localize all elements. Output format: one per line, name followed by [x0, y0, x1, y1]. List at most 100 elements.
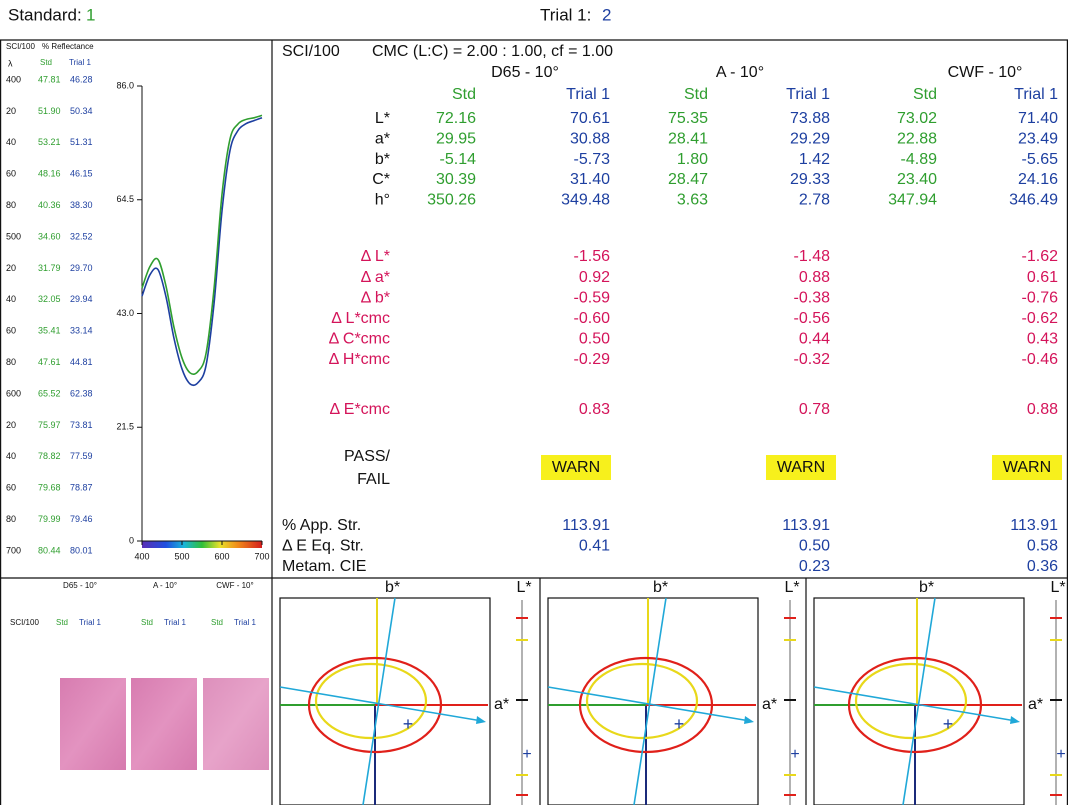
standard-label: Standard:	[8, 5, 82, 24]
delta-value: -0.59	[574, 289, 611, 306]
x-tick-label: 600	[214, 551, 229, 561]
mode: SCI/100	[6, 42, 35, 51]
row-label: a*	[375, 131, 390, 148]
trial-curve	[142, 118, 262, 386]
de-value: 0.88	[1027, 401, 1058, 418]
y-tick-label: 0	[129, 535, 134, 545]
delta-value: -0.32	[794, 351, 831, 368]
pass-fail-label: FAIL	[357, 471, 390, 488]
std-value: 34.60	[38, 231, 61, 241]
value: 31.40	[570, 171, 610, 188]
plot-axis-label: L*	[1050, 579, 1065, 596]
col-header: Std	[913, 86, 937, 103]
value: -5.73	[574, 151, 611, 168]
delta-value: -1.56	[574, 248, 611, 265]
mode: SCI/100	[282, 43, 340, 60]
value: 29.29	[790, 131, 830, 148]
value: 30.39	[436, 171, 476, 188]
y-tick-label: 86.0	[116, 80, 134, 90]
wavelength: 20	[6, 263, 16, 273]
sample-illuminant: CWF - 10°	[216, 581, 253, 590]
delta-value: 0.44	[799, 331, 830, 348]
value: 349.48	[561, 191, 610, 208]
trial-value: 51.31	[70, 137, 93, 147]
x-tick-label: 500	[174, 551, 189, 561]
swatches	[60, 678, 269, 770]
sample-header: Std	[56, 618, 68, 627]
delta-value: 0.61	[1027, 269, 1058, 286]
de-value: 0.83	[579, 401, 610, 418]
x-tick-label: 700	[254, 551, 269, 561]
pass-fail-label: PASS/	[344, 448, 391, 465]
std-curve	[142, 115, 262, 374]
illuminant: D65 - 10°	[491, 64, 559, 81]
std-value: 75.97	[38, 420, 61, 430]
wavelength: 400	[6, 74, 21, 84]
strength-value: 0.41	[579, 538, 610, 555]
l-marker: +	[1056, 746, 1065, 763]
strength-value: 113.91	[1010, 517, 1058, 534]
l-marker: +	[522, 746, 531, 763]
sample-illuminant: D65 - 10°	[63, 581, 97, 590]
std-value: 79.68	[38, 483, 61, 493]
delta-label: Δ b*	[361, 289, 390, 306]
std-value: 51.90	[38, 106, 61, 116]
illuminant: CWF - 10°	[948, 64, 1023, 81]
col-header: Trial 1	[1014, 86, 1058, 103]
pass-fail-value: WARN	[777, 459, 825, 476]
value: 75.35	[668, 110, 708, 127]
std-value: 35.41	[38, 326, 61, 336]
strength-label: Δ E Eq. Str.	[282, 538, 364, 555]
delta-value: -0.29	[574, 351, 611, 368]
sample-header: Trial 1	[79, 618, 101, 627]
pass-fail-value: WARN	[552, 459, 600, 476]
col-header: Std	[40, 58, 52, 67]
plot-axis-label: a*	[762, 696, 777, 713]
strength-label: Metam. CIE	[282, 558, 366, 575]
row-label: C*	[372, 171, 390, 188]
delta-value: -0.60	[574, 310, 611, 327]
plot-axis-label: b*	[919, 579, 934, 596]
plot-axis-label: a*	[1028, 696, 1043, 713]
value: -5.65	[1022, 151, 1059, 168]
sample-illuminant: A - 10°	[153, 581, 177, 590]
sample-header: Trial 1	[164, 618, 186, 627]
value: 22.88	[897, 131, 937, 148]
std-value: 65.52	[38, 388, 61, 398]
sample-header: Trial 1	[234, 618, 256, 627]
standard-value: 1	[86, 5, 95, 24]
value: 24.16	[1018, 171, 1058, 188]
delta-label: Δ H*cmc	[329, 351, 390, 368]
wavelength: 40	[6, 294, 16, 304]
strength-value: 0.58	[1027, 538, 1058, 555]
std-value: 53.21	[38, 137, 61, 147]
trial-value: 38.30	[70, 200, 93, 210]
x-tick-label: 400	[134, 551, 149, 561]
std-value: 47.81	[38, 74, 61, 84]
value: 29.33	[790, 171, 830, 188]
row-label: b*	[375, 151, 390, 168]
cyan-arrow	[744, 716, 754, 724]
wavelength: 700	[6, 545, 21, 555]
wavelength: 20	[6, 106, 16, 116]
trial-value: 29.94	[70, 294, 93, 304]
value: 72.16	[436, 110, 476, 127]
trial-marker: +	[403, 714, 414, 734]
delta-value: -0.38	[794, 289, 831, 306]
plot-axis-label: L*	[516, 579, 531, 596]
wavelength: 600	[6, 388, 21, 398]
wavelength: 80	[6, 200, 16, 210]
formula: CMC (L:C) = 2.00 : 1.00, cf = 1.00	[372, 43, 613, 60]
value: 23.49	[1018, 131, 1058, 148]
strength-value: 0.50	[799, 538, 830, 555]
trial-marker: +	[674, 714, 685, 734]
strength-value: 0.23	[799, 558, 830, 575]
trial-value: 46.15	[70, 169, 93, 179]
delta-value: -1.48	[794, 248, 831, 265]
sample-header: Std	[141, 618, 153, 627]
de-value: 0.78	[799, 401, 830, 418]
value: 1.42	[799, 151, 830, 168]
value: 2.78	[799, 191, 830, 208]
sample-mode: SCI/100	[10, 618, 39, 627]
std-value: 47.61	[38, 357, 61, 367]
